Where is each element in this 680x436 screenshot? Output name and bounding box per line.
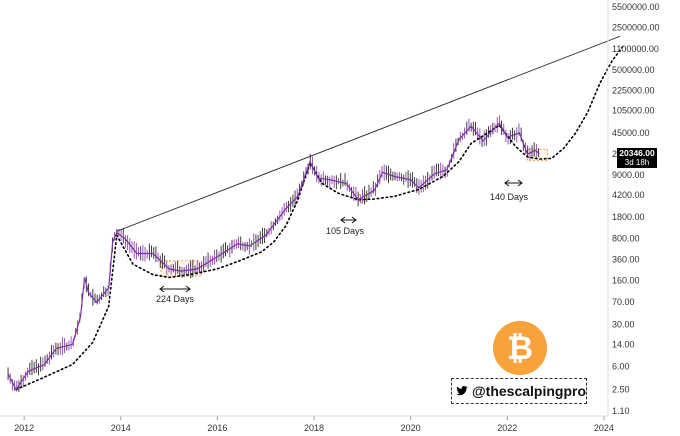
y-tick-label: 500000.00: [612, 65, 655, 75]
last-price-timeframe: 3d 18h: [624, 158, 650, 167]
x-tick-label: 2020: [401, 423, 421, 433]
y-tick-label: 1800.00: [612, 212, 645, 222]
y-tick-label: 1100000.00: [612, 44, 659, 54]
x-tick-label: 2018: [304, 423, 324, 433]
svg-text:₿: ₿: [507, 330, 533, 366]
arrow-head-left: [340, 216, 346, 224]
x-tick-label: 2016: [207, 423, 227, 433]
y-tick-label: 9000.00: [612, 170, 645, 180]
arrow-head-left: [159, 285, 165, 293]
y-tick-label: 45000.00: [612, 128, 650, 138]
x-tick-label: 2014: [111, 423, 131, 433]
x-tick-label: 2012: [14, 423, 34, 433]
y-tick-label: 5500000.00: [612, 2, 660, 12]
y-tick-label: 800.00: [612, 233, 640, 243]
x-tick-label: 2022: [497, 423, 517, 433]
arrow-head-right: [517, 179, 523, 187]
duration-label: 224 Days: [156, 294, 195, 304]
last-price-value: 20346.00: [619, 148, 655, 158]
support-curve: [15, 44, 625, 391]
resistance-trendline: [116, 35, 621, 232]
y-tick-label: 30.00: [612, 319, 635, 329]
twitter-icon: [456, 386, 468, 396]
y-tick-label: 4200.00: [612, 190, 645, 200]
y-tick-label: 360.00: [612, 254, 640, 264]
twitter-handle-badge: @thescalpingpro: [451, 378, 587, 404]
y-tick-label: 2.50: [612, 384, 630, 394]
y-tick-label: 14.00: [612, 339, 635, 349]
y-tick-label: 1.10: [612, 406, 630, 416]
last-price-label: 20346.00 3d 18h: [617, 148, 657, 168]
bitcoin-icon: ₿: [493, 321, 547, 375]
arrow-head-right: [185, 285, 191, 293]
y-tick-label: 225000.00: [612, 86, 655, 96]
arrow-head-left: [504, 179, 510, 187]
arrow-head-right: [351, 216, 357, 224]
y-tick-label: 6.00: [612, 362, 630, 372]
price-series: [7, 122, 540, 391]
y-tick-label: 2500000.00: [612, 23, 660, 33]
duration-label: 140 Days: [490, 192, 529, 202]
y-tick-label: 160.00: [612, 276, 640, 286]
twitter-handle-text: @thescalpingpro: [472, 383, 586, 399]
y-tick-label: 105000.00: [612, 106, 655, 116]
y-tick-label: 70.00: [612, 297, 635, 307]
duration-label: 105 Days: [326, 226, 365, 236]
x-tick-label: 2024: [594, 423, 614, 433]
